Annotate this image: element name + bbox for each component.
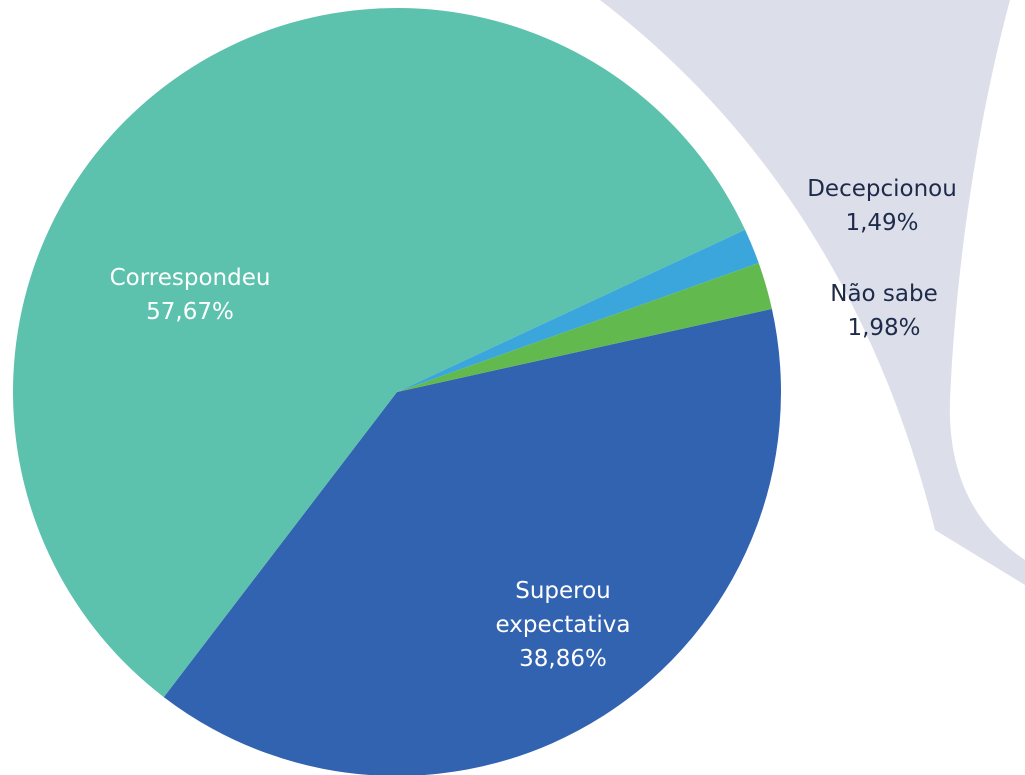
value-label: 1,98% [847, 315, 921, 341]
slice-label: Superou expectativa 38,86% [473, 574, 653, 676]
background-arc [600, 0, 1025, 585]
category-name: Superou expectativa [495, 578, 631, 638]
value-label: 38,86% [519, 646, 607, 672]
category-name: Decepcionou [807, 176, 957, 202]
slice-label: Não sabe 1,98% [830, 277, 938, 345]
value-label: 1,49% [845, 210, 919, 236]
pie-slice [397, 229, 759, 392]
pie-slice [163, 308, 781, 775]
pie [13, 8, 781, 775]
slice-label: Decepcionou 1,49% [807, 172, 957, 240]
slice-label: Correspondeu 57,67% [110, 261, 271, 329]
category-name: Correspondeu [109, 265, 271, 291]
category-name: Não sabe [830, 281, 938, 307]
value-label: 57,67% [146, 299, 234, 325]
pie-slice [13, 8, 746, 698]
pie-slice [397, 263, 772, 392]
